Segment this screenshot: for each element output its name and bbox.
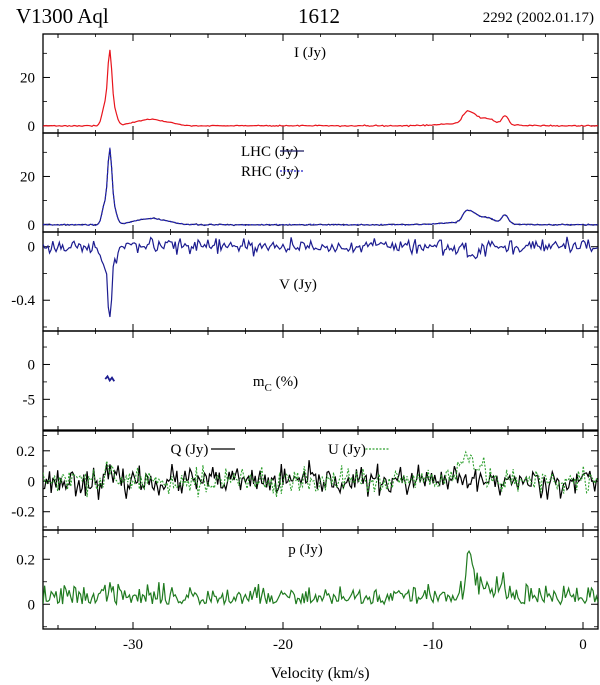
series-line-U [43,450,598,498]
panel-QU: 0.2 0 -0.2 Q (Jy) U (Jy) [11,430,599,531]
x-tick-label: 0 [579,637,587,653]
panel-frame [42,231,599,332]
panel-label: mC (%) [253,374,298,394]
plot-area [43,450,598,500]
panel-LHC-RHC: 0 20 LHC (Jy) RHC (Jy) [20,132,599,234]
plot-area [43,236,598,318]
y-tick-label: -0.4 [11,293,35,309]
x-tick-label: -20 [273,637,293,653]
y-tick-label: 0 [28,597,36,613]
header-source: V1300 Aql [16,4,109,28]
legend-label-Q: Q (Jy) [171,442,209,458]
series-line-mC [104,374,116,383]
legend-label-LHC: LHC (Jy) [241,144,298,160]
plot-area [43,49,598,128]
panel-p: 0.2 0 p (Jy) [16,529,599,630]
y-tick-label: 20 [20,70,35,86]
panel-frame [42,132,599,233]
panel-label: V (Jy) [279,277,317,293]
plot-area [104,374,116,383]
series-line-V [43,236,598,318]
x-axis-label: Velocity (km/s) [270,665,369,682]
series-line-RHC [43,147,598,227]
y-tick-label: 0.2 [16,552,35,568]
panel-frame [42,330,599,431]
panel-label: p (Jy) [288,542,323,558]
y-tick-label: -5 [23,392,36,408]
x-tick-label: -10 [423,637,443,653]
panel-label: I (Jy) [294,45,326,61]
header-frequency: 1612 [298,4,340,28]
y-tick-label: -0.2 [11,505,35,521]
series-line-I [43,49,598,128]
plot-area [43,147,598,227]
y-tick-label: 0.2 [16,444,35,460]
panel-V: 0 -0.4 V (Jy) [11,231,599,332]
x-tick-label: -30 [123,637,143,653]
y-tick-label: 0 [28,357,36,373]
header-epoch: 2292 (2002.01.17) [483,10,594,26]
panel-I: 0 20 I (Jy) [20,33,599,135]
y-tick-label: 0 [28,474,36,490]
legend-label-RHC: RHC (Jy) [241,164,299,180]
y-tick-label: 0 [28,218,36,234]
y-tick-label: 0 [28,240,36,256]
plot-area [43,549,598,607]
y-tick-label: 20 [20,169,35,185]
series-line-p [43,549,598,607]
panel-mC: 0 -5 mC (%) [23,330,599,431]
legend-label-U: U (Jy) [328,442,366,458]
y-tick-label: 0 [28,119,36,135]
series-line-LHC [43,148,598,227]
